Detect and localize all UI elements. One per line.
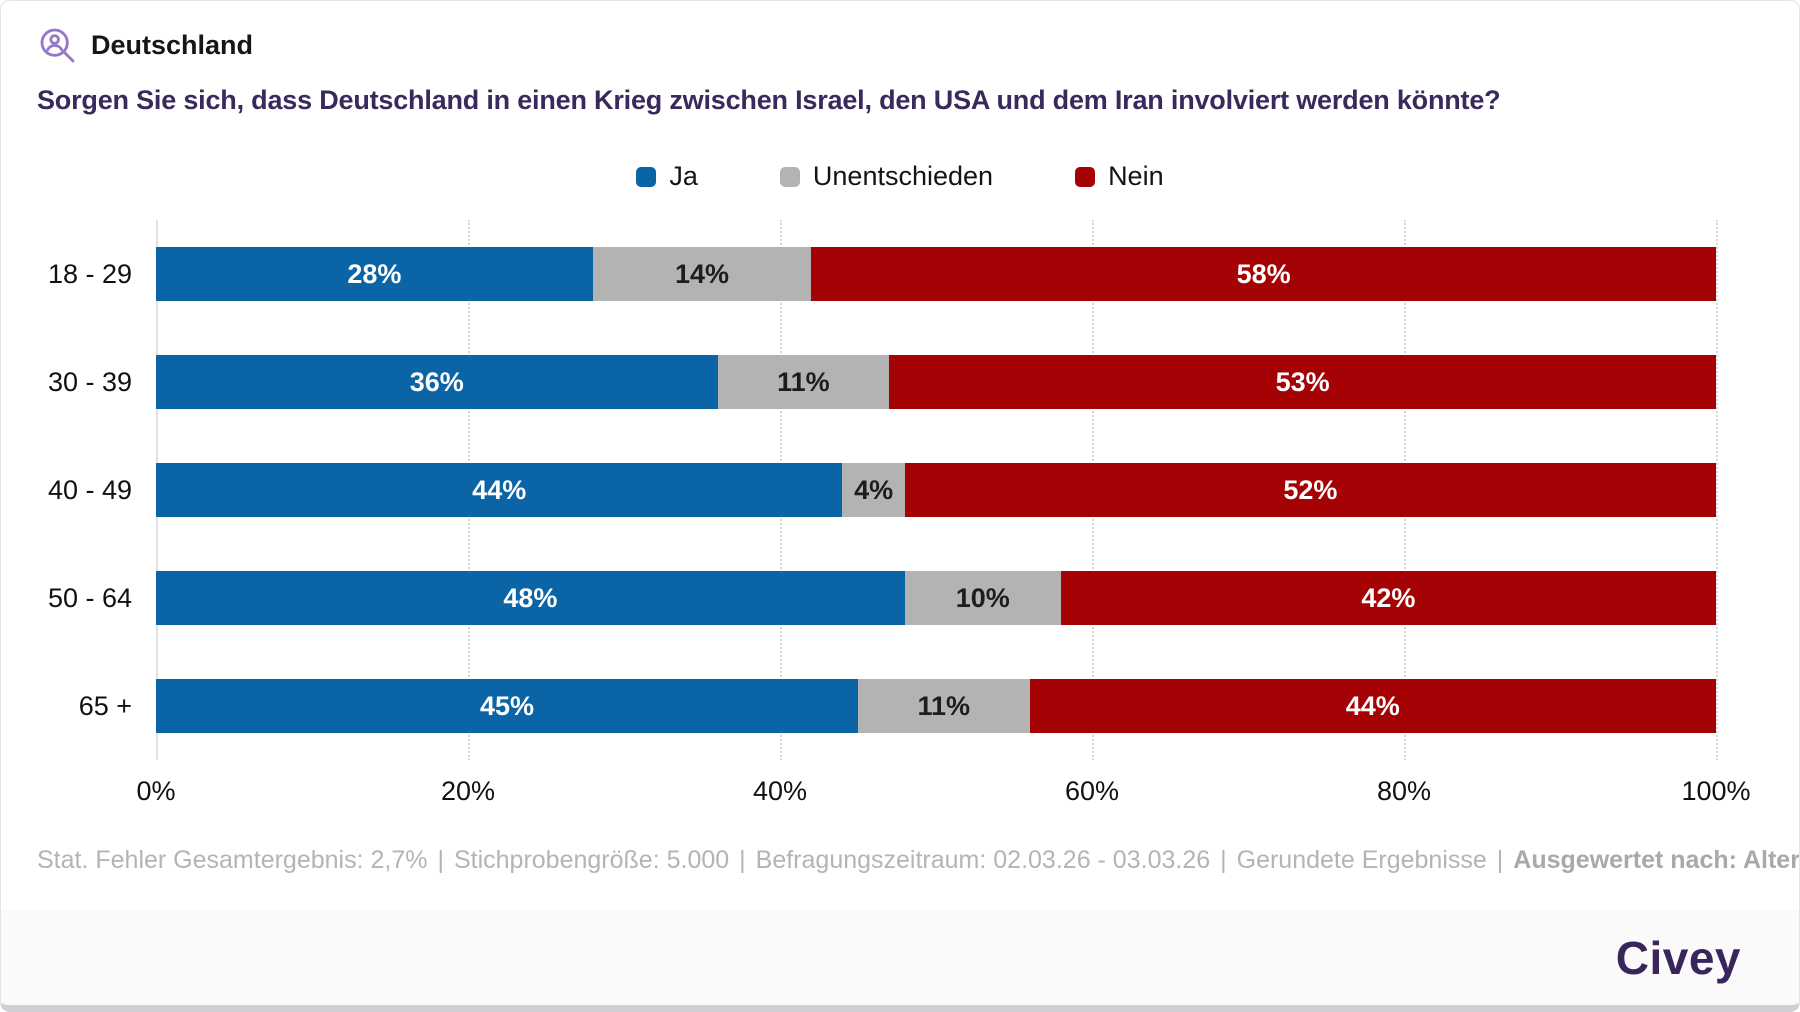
bar-segment-nein: 58% <box>811 247 1716 301</box>
category-label: 40 - 49 <box>47 474 132 505</box>
segment-value-label: 28% <box>347 258 402 289</box>
bar-segment-unentschieden: 11% <box>717 355 890 409</box>
bar-segment-nein: 53% <box>889 355 1716 409</box>
legend-item-ja: Ja <box>636 161 698 192</box>
chart-row: 18 - 29 28% 14% 58% <box>37 220 1716 328</box>
footnote-separator: | <box>1220 846 1227 874</box>
legend-swatch-nein <box>1075 166 1096 187</box>
stacked-bar-chart: 18 - 29 28% 14% 58% 30 - 39 36% 11% 53% 40 - 49 4… <box>1 220 1799 822</box>
brand-bar: Civey <box>1 910 1799 1005</box>
footnote-separator: | <box>437 846 444 874</box>
footnote-segment: Stichprobengröße: 5.000 <box>453 846 730 874</box>
bar-segment-ja: 45% <box>156 679 858 733</box>
category-label: 18 - 29 <box>47 258 132 289</box>
methodology-footnote: Stat. Fehler Gesamtergebnis: 2,7% | Stichp… <box>37 846 1799 875</box>
x-tick-label: 80% <box>1376 776 1432 806</box>
legend-item-unentschieden: Unentschieden <box>779 161 994 192</box>
segment-value-label: 42% <box>1361 582 1416 613</box>
x-tick-label: 40% <box>752 776 808 806</box>
segment-value-label: 36% <box>409 366 464 397</box>
footnote-separator: | <box>1496 846 1504 874</box>
x-tick-label: 0% <box>136 776 176 806</box>
legend-label: Ja <box>669 161 698 191</box>
bar-segment-nein: 44% <box>1029 679 1716 733</box>
person-search-icon <box>37 25 77 65</box>
legend-item-nein: Nein <box>1075 161 1164 192</box>
chart-row: 30 - 39 36% 11% 53% <box>37 328 1716 436</box>
region-label: Deutschland <box>91 29 254 60</box>
segment-value-label: 44% <box>1345 690 1400 721</box>
bar-segment-unentschieden: 14% <box>592 247 812 301</box>
bar-track: 36% 11% 53% <box>156 355 1716 409</box>
header: Deutschland <box>37 25 1799 65</box>
chart-row: 65 + 45% 11% 44% <box>37 652 1716 760</box>
legend-label: Unentschieden <box>812 161 994 191</box>
bar-segment-unentschieden: 4% <box>842 463 905 517</box>
bar-track: 28% 14% 58% <box>156 247 1716 301</box>
bar-track: 44% 4% 52% <box>156 463 1716 517</box>
legend-label: Nein <box>1108 161 1164 191</box>
bar-segment-ja: 36% <box>156 355 718 409</box>
footnote-segment: Stat. Fehler Gesamtergebnis: 2,7% <box>37 846 428 874</box>
segment-value-label: 10% <box>955 582 1010 613</box>
segment-value-label: 53% <box>1275 366 1330 397</box>
category-label: 50 - 64 <box>47 582 132 613</box>
plot-area: 18 - 29 28% 14% 58% 30 - 39 36% 11% 53% 40 - 49 4… <box>37 220 1718 760</box>
bar-track: 45% 11% 44% <box>156 679 1716 733</box>
category-label: 65 + <box>78 690 132 721</box>
footnote-separator: | <box>739 846 746 874</box>
segment-value-label: 44% <box>472 474 527 505</box>
segment-value-label: 14% <box>674 258 730 289</box>
segment-value-label: 58% <box>1236 258 1291 289</box>
segment-value-label: 52% <box>1283 474 1338 505</box>
segment-value-label: 11% <box>917 690 971 721</box>
x-tick-label: 60% <box>1064 776 1120 806</box>
x-tick-label: 20% <box>440 776 496 806</box>
chart-row: 40 - 49 44% 4% 52% <box>37 436 1716 544</box>
x-tick-label: 100% <box>1681 776 1751 806</box>
segment-value-label: 4% <box>854 474 894 505</box>
bar-segment-ja: 48% <box>156 571 905 625</box>
bar-track: 48% 10% 42% <box>156 571 1716 625</box>
footnote-segment: Gerundete Ergebnisse <box>1236 846 1487 874</box>
x-axis: 0% 20% 40% 60% 80% 100% <box>136 760 1750 822</box>
footnote-segment: Ausgewertet nach: Alter <box>1513 846 1800 874</box>
segment-value-label: 48% <box>503 582 558 613</box>
segment-value-label: 45% <box>479 690 535 721</box>
category-label: 30 - 39 <box>47 366 132 397</box>
bar-segment-nein: 52% <box>904 463 1716 517</box>
question-title: Sorgen Sie sich, dass Deutschland in ein… <box>37 85 1501 115</box>
bar-segment-unentschieden: 10% <box>904 571 1061 625</box>
bar-segment-nein: 42% <box>1060 571 1716 625</box>
legend-swatch-unentschieden <box>779 166 800 187</box>
bar-segment-unentschieden: 11% <box>858 679 1030 733</box>
segment-value-label: 11% <box>777 366 830 397</box>
bar-segment-ja: 28% <box>156 247 593 301</box>
gridline-100% <box>1716 220 1718 760</box>
legend-swatch-ja <box>636 166 657 187</box>
civey-logo: Civey <box>1615 931 1741 984</box>
footnote-segment: Befragungszeitraum: 02.03.26 - 03.03.26 <box>755 846 1211 874</box>
chart-row: 50 - 64 48% 10% 42% <box>37 544 1716 652</box>
bar-segment-ja: 44% <box>156 463 843 517</box>
chart-legend: Ja Unentschieden Nein <box>1 161 1799 192</box>
